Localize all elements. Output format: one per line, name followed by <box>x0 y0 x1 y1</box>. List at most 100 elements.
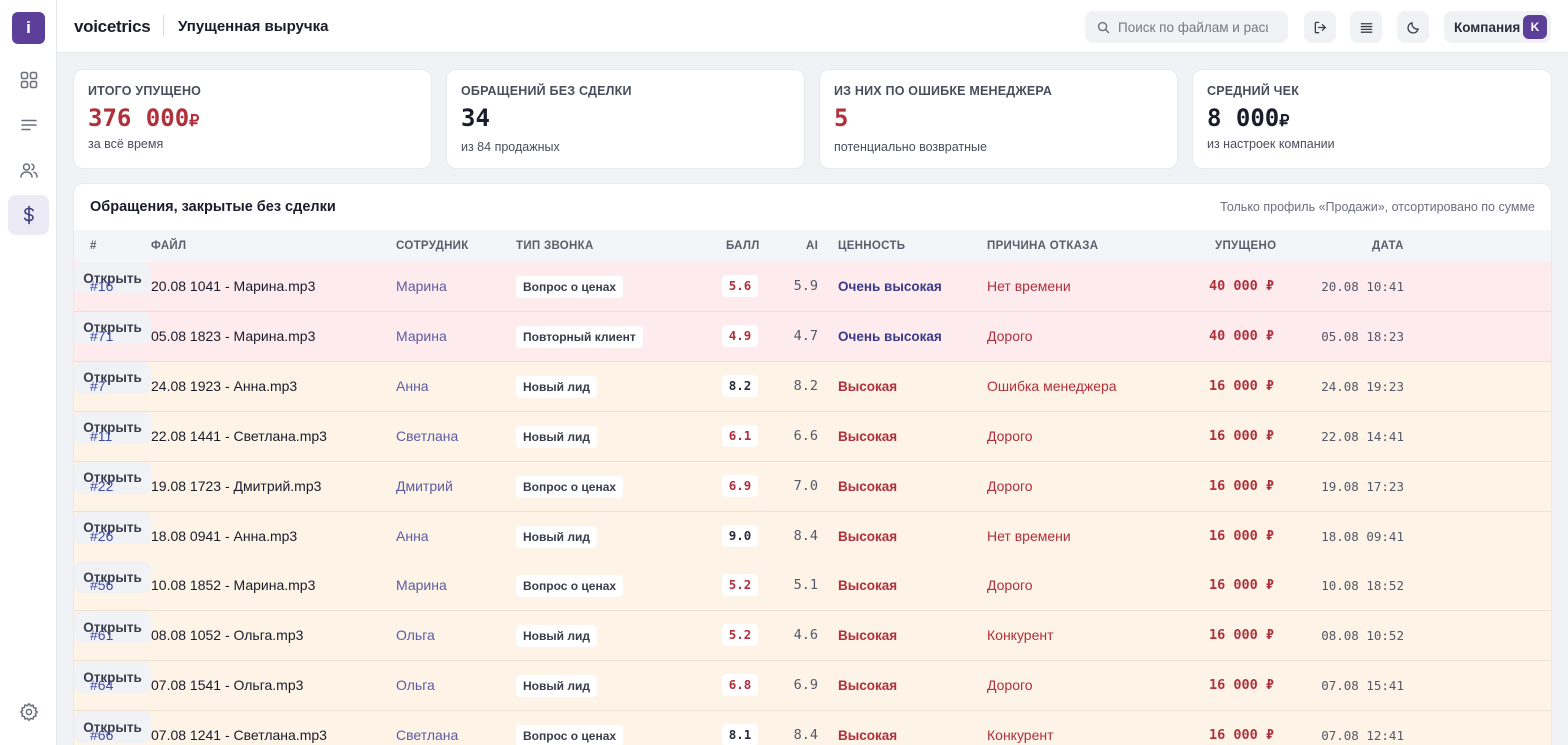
call-type-badge: Вопрос о ценах <box>516 276 624 298</box>
theme-toggle[interactable] <box>1397 11 1429 43</box>
logout-button[interactable] <box>1304 11 1336 43</box>
employee-link[interactable]: Марина <box>396 327 447 344</box>
employee-link[interactable]: Анна <box>396 527 429 544</box>
nav-lost-revenue[interactable] <box>8 195 49 235</box>
table-row[interactable]: #22 19.08 1723 - Дмитрий.mp3 Дмитрий Вопрос… <box>74 461 1551 512</box>
panel-note: Только профиль «Продажи», отсортировано … <box>1220 200 1535 214</box>
table-row[interactable]: #11 22.08 1441 - Светлана.mp3 Светлана Новы… <box>74 411 1551 462</box>
refusal-reason: Конкурент <box>987 627 1054 644</box>
open-button[interactable]: Открыть <box>74 561 151 594</box>
open-button[interactable]: Открыть <box>74 661 151 694</box>
col-ai[interactable]: AI <box>806 240 819 252</box>
lost-amount: 16 000 ₽ <box>1208 427 1274 444</box>
file-name: 07.08 1241 - Светлана.mp3 <box>151 727 327 744</box>
refusal-reason: Дорого <box>987 577 1033 594</box>
value-level: Высокая <box>838 528 898 544</box>
row-number-link[interactable]: #64 <box>90 677 114 694</box>
score-badge: 5.6 <box>722 275 758 297</box>
nav-settings[interactable] <box>8 692 49 732</box>
row-number-link[interactable]: #61 <box>90 627 114 644</box>
row-number-link[interactable]: #22 <box>90 477 114 494</box>
refusal-reason: Дорого <box>987 477 1033 494</box>
lost-deals-panel: Обращения, закрытые без сделки Только пр… <box>73 183 1552 745</box>
ai-score: 4.7 <box>793 327 818 344</box>
open-button[interactable]: Открыть <box>74 511 151 544</box>
table-row[interactable]: #16 20.08 1041 - Марина.mp3 Марина Вопрос о… <box>74 262 1551 312</box>
employee-link[interactable]: Анна <box>396 377 429 394</box>
refusal-reason: Ошибка менеджера <box>987 377 1117 394</box>
call-type-badge: Новый лид <box>516 525 597 548</box>
lost-amount: 16 000 ₽ <box>1208 527 1274 544</box>
row-number-link[interactable]: #71 <box>90 327 114 344</box>
file-name: 20.08 1041 - Марина.mp3 <box>151 278 316 294</box>
col-score[interactable]: БАЛЛ <box>726 240 760 252</box>
col-value[interactable]: ЦЕННОСТЬ <box>838 240 906 252</box>
row-number-link[interactable]: #16 <box>90 278 114 294</box>
open-button[interactable]: Открыть <box>74 411 151 444</box>
stat-sub: из 84 продажных <box>461 140 560 154</box>
score-badge: 8.1 <box>722 724 758 745</box>
grid-icon <box>20 71 37 89</box>
lost-amount: 16 000 ₽ <box>1208 477 1274 494</box>
page-title: Упущенная выручка <box>178 18 329 35</box>
row-number-link[interactable]: #7 <box>90 377 106 394</box>
stat-card-avg-check: СРЕДНИЙ ЧЕК 8 000₽ из настроек компании <box>1192 69 1552 169</box>
table-row[interactable]: #61 08.08 1052 - Ольга.mp3 Ольга Новый лид 5… <box>74 611 1551 662</box>
open-button[interactable]: Открыть <box>74 611 151 644</box>
ai-score: 5.9 <box>793 278 818 294</box>
employee-link[interactable]: Марина <box>396 278 447 294</box>
open-button[interactable]: Открыть <box>74 461 151 494</box>
row-number-link[interactable]: #66 <box>90 727 114 744</box>
lost-amount: 16 000 ₽ <box>1208 377 1274 394</box>
table-row[interactable]: #66 07.08 1241 - Светлана.mp3 Светлана Вопр… <box>74 711 1551 745</box>
employee-link[interactable]: Светлана <box>396 727 459 744</box>
open-button[interactable]: Открыть <box>74 311 151 344</box>
menu-button[interactable] <box>1350 11 1382 43</box>
ai-score: 8.2 <box>793 377 818 394</box>
col-lost[interactable]: УПУЩЕНО <box>1215 240 1277 252</box>
open-button[interactable]: Открыть <box>74 361 151 394</box>
avatar: K <box>1523 15 1547 39</box>
col-file[interactable]: ФАЙЛ <box>151 240 187 252</box>
stat-value: 34 <box>461 104 490 132</box>
value-level: Высокая <box>838 628 898 644</box>
score-badge: 6.9 <box>722 474 758 497</box>
row-number-link[interactable]: #11 <box>90 427 113 444</box>
col-employee[interactable]: СОТРУДНИК <box>396 240 469 252</box>
app-logo[interactable]: i <box>12 12 45 44</box>
col-num[interactable]: # <box>90 240 97 252</box>
col-reason[interactable]: ПРИЧИНА ОТКАЗА <box>987 240 1099 252</box>
search-input[interactable] <box>1118 19 1268 35</box>
nav-calls[interactable] <box>8 105 49 145</box>
employee-link[interactable]: Ольга <box>396 627 435 644</box>
table-row[interactable]: #64 07.08 1541 - Ольга.mp3 Ольга Новый лид 6… <box>74 661 1551 712</box>
col-call-type[interactable]: ТИП ЗВОНКА <box>516 240 594 252</box>
row-number-link[interactable]: #26 <box>90 527 114 544</box>
employee-link[interactable]: Марина <box>396 577 447 594</box>
refusal-reason: Дорого <box>987 427 1033 444</box>
nav-employees[interactable] <box>8 150 49 190</box>
open-button[interactable]: Открыть <box>74 262 151 294</box>
row-number-link[interactable]: #56 <box>90 577 114 594</box>
ai-score: 8.4 <box>793 527 818 544</box>
value-level: Очень высокая <box>838 328 942 344</box>
open-button[interactable]: Открыть <box>74 711 151 744</box>
company-switcher[interactable]: Компания K <box>1444 11 1551 43</box>
call-date: 05.08 18:23 <box>1321 328 1404 344</box>
ai-score: 7.0 <box>793 477 818 494</box>
nav-dashboard[interactable] <box>8 60 49 100</box>
table-row[interactable]: #71 05.08 1823 - Марина.mp3 Марина Повторны… <box>74 311 1551 362</box>
call-date: 07.08 15:41 <box>1321 678 1404 694</box>
file-name: 05.08 1823 - Марина.mp3 <box>151 327 316 344</box>
col-date[interactable]: ДАТА <box>1372 240 1404 252</box>
employee-link[interactable]: Ольга <box>396 677 435 694</box>
stat-sub: потенциально возвратные <box>834 140 987 154</box>
search-box[interactable] <box>1085 11 1288 43</box>
employee-link[interactable]: Дмитрий <box>396 477 453 494</box>
table-row[interactable]: #26 18.08 0941 - Анна.mp3 Анна Новый лид 9.0… <box>74 511 1551 562</box>
lost-amount: 40 000 ₽ <box>1208 278 1274 294</box>
score-badge: 4.9 <box>722 324 758 347</box>
table-row[interactable]: #56 10.08 1852 - Марина.mp3 Марина Вопрос о… <box>74 561 1551 612</box>
employee-link[interactable]: Светлана <box>396 427 459 444</box>
table-row[interactable]: #7 24.08 1923 - Анна.mp3 Анна Новый лид 8.2 8… <box>74 361 1551 412</box>
